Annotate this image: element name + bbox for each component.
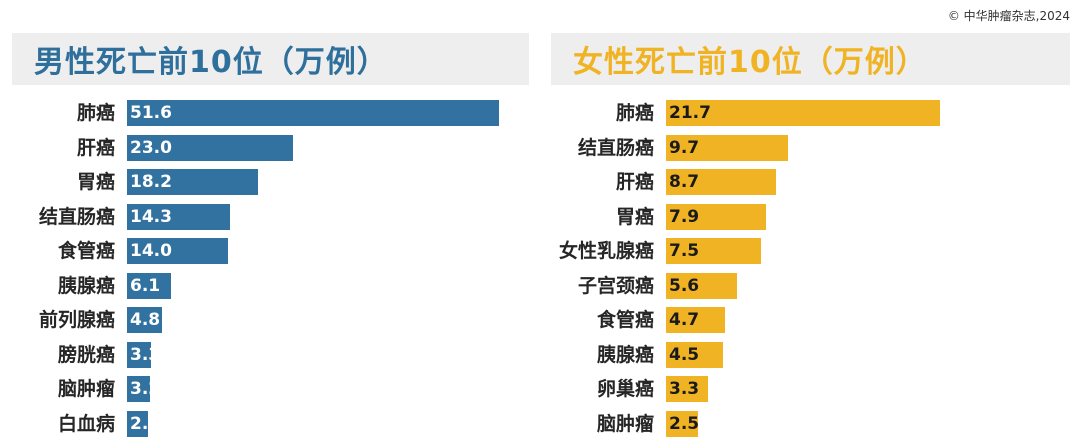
value-label: 4.7 — [669, 310, 700, 330]
value-label: 7.9 — [669, 206, 700, 227]
value-label: 5.6 — [669, 275, 700, 296]
bar — [666, 341, 723, 368]
category-label: 子宫颈癌 — [577, 274, 654, 297]
category-label: 胰腺癌 — [57, 274, 115, 297]
bar-row: 食管癌 4.7 — [551, 307, 1070, 333]
bar-row: 前列腺癌 4.8 — [12, 307, 529, 333]
bar-row: 胰腺癌 6.1 — [12, 272, 529, 299]
source-credit: © 中华肿瘤杂志,2024 — [947, 9, 1070, 23]
value-label: 14.3 — [130, 206, 172, 227]
bar-row: 膀胱癌 3.3 — [12, 341, 529, 368]
category-label: 结直肠癌 — [38, 205, 115, 228]
bar-row: 结直肠癌 14.3 — [12, 203, 529, 230]
bar — [127, 307, 162, 333]
bar — [666, 134, 789, 161]
category-label: 脑肿瘤 — [57, 378, 115, 400]
female-bar-chart: 肺癌 21.7 结直肠癌 9.7 肝癌 8.7 胃癌 7.9 女性乳腺癌 7.5 子宫颈癌 5.6 食管… — [551, 100, 1070, 445]
bar — [127, 134, 293, 161]
value-label: 6.1 — [130, 275, 161, 296]
category-label: 膀胱癌 — [57, 343, 115, 366]
male-chart-title: 男性死亡前10位（万例） — [34, 45, 388, 80]
bar-row: 食管癌 14.0 — [12, 238, 529, 264]
value-label: 23.0 — [130, 137, 172, 158]
bar-row: 肺癌 21.7 — [551, 100, 1070, 126]
category-label: 胃癌 — [76, 171, 115, 193]
bar-row: 脑肿瘤 3.2 — [12, 376, 529, 402]
category-label: 白血病 — [57, 412, 115, 435]
value-label: 3.3 — [130, 344, 161, 365]
bar — [127, 272, 171, 299]
category-label: 胃癌 — [615, 205, 654, 228]
male-bar-chart: 肺癌 51.6 肝癌 23.0 胃癌 18.2 结直肠癌 14.3 食管癌 14.0 胰腺癌 6.1 前… — [12, 100, 529, 445]
category-label: 食管癌 — [596, 309, 654, 331]
value-label: 8.7 — [669, 172, 700, 192]
value-label: 51.6 — [130, 103, 172, 123]
male-title-bar: 男性死亡前10位（万例） — [12, 33, 529, 85]
category-label: 肺癌 — [76, 102, 115, 124]
bar — [666, 169, 776, 195]
female-chart-title: 女性死亡前10位（万例） — [573, 45, 927, 80]
bar-row: 肺癌 51.6 — [12, 100, 529, 126]
bar — [666, 376, 708, 402]
bar-row: 卵巢癌 3.3 — [551, 376, 1070, 402]
value-label: 18.2 — [130, 172, 172, 192]
category-label: 卵巢癌 — [596, 378, 654, 400]
bar — [127, 100, 499, 126]
category-label: 肺癌 — [615, 102, 654, 124]
category-label: 食管癌 — [57, 240, 115, 262]
bar-row: 脑肿瘤 2.5 — [551, 410, 1070, 437]
bar — [666, 307, 726, 333]
value-label: 9.7 — [669, 137, 700, 158]
category-label: 女性乳腺癌 — [558, 240, 654, 262]
value-label: 14.0 — [130, 241, 172, 261]
category-label: 肝癌 — [615, 171, 654, 193]
category-label: 胰腺癌 — [596, 343, 654, 366]
category-label: 结直肠癌 — [577, 136, 654, 159]
bar-row: 肝癌 8.7 — [551, 169, 1070, 195]
bar — [127, 376, 151, 402]
female-title-bar: 女性死亡前10位（万例） — [551, 33, 1070, 85]
category-label: 肝癌 — [76, 136, 115, 159]
bar-row: 白血病 2.9 — [12, 410, 529, 437]
bar-row: 子宫颈癌 5.6 — [551, 272, 1070, 299]
bar — [127, 410, 148, 437]
value-label: 3.3 — [669, 379, 700, 399]
value-label: 2.9 — [130, 413, 161, 434]
bar — [666, 238, 761, 264]
value-label: 21.7 — [669, 103, 711, 123]
category-label: 前列腺癌 — [38, 309, 115, 331]
value-label: 4.8 — [130, 310, 161, 330]
male-chart-panel: 男性死亡前10位（万例） 肺癌 51.6 肝癌 23.0 胃癌 18.2 结直肠癌 14.3 食… — [12, 33, 529, 445]
bar-row: 胃癌 7.9 — [551, 203, 1070, 230]
bar — [666, 100, 940, 126]
bar — [127, 169, 259, 195]
bar — [666, 410, 698, 437]
value-label: 4.5 — [669, 344, 700, 365]
bar-row: 肝癌 23.0 — [12, 134, 529, 161]
category-label: 脑肿瘤 — [596, 412, 654, 435]
value-label: 7.5 — [669, 241, 700, 261]
bar-row: 胃癌 18.2 — [12, 169, 529, 195]
bar — [127, 203, 231, 230]
bar — [127, 238, 228, 264]
bar-row: 女性乳腺癌 7.5 — [551, 238, 1070, 264]
bar-row: 胰腺癌 4.5 — [551, 341, 1070, 368]
bar — [127, 341, 151, 368]
female-chart-panel: 女性死亡前10位（万例） 肺癌 21.7 结直肠癌 9.7 肝癌 8.7 胃癌 7.9 女性乳腺… — [551, 33, 1070, 445]
bar — [666, 203, 766, 230]
value-label: 3.2 — [130, 379, 161, 399]
bar — [666, 272, 737, 299]
value-label: 2.5 — [669, 413, 700, 434]
bar-row: 结直肠癌 9.7 — [551, 134, 1070, 161]
